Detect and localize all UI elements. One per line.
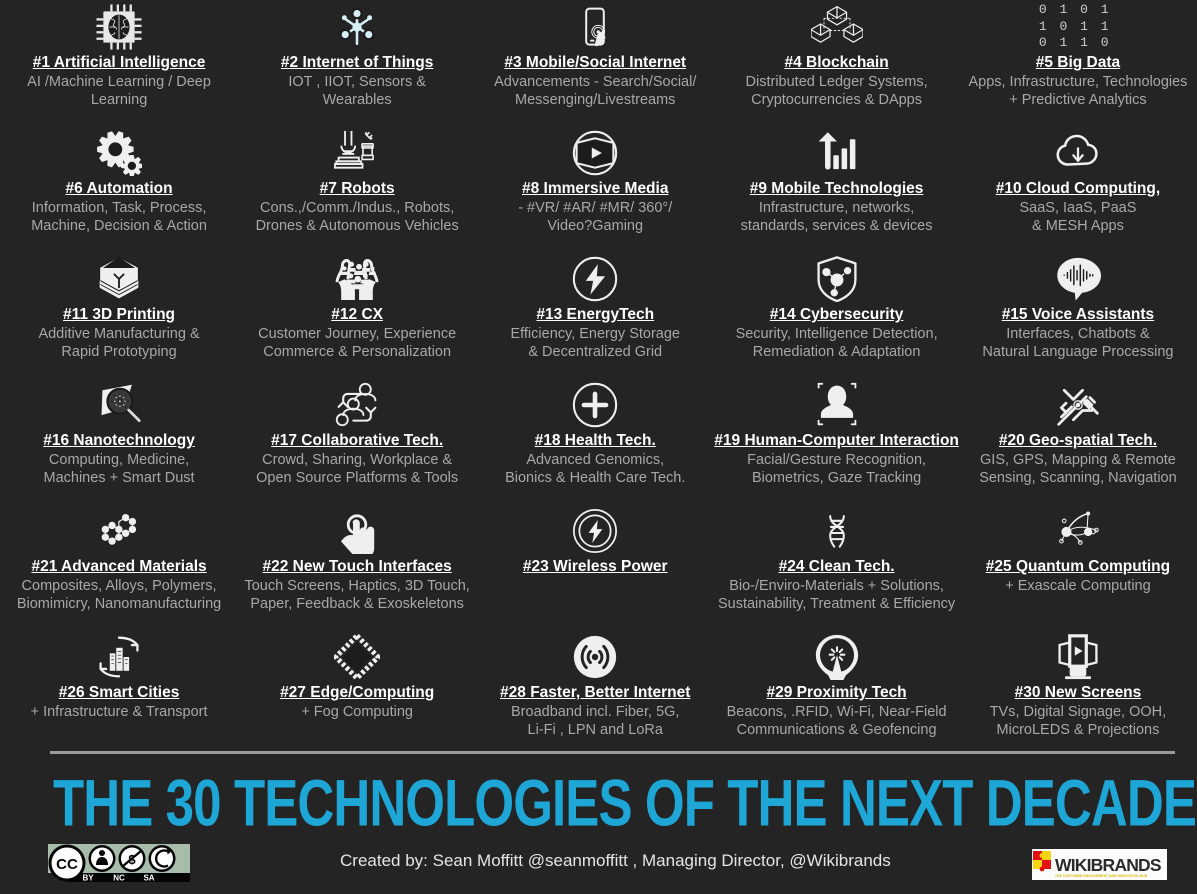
svg-text:WIKIBRANDS: WIKIBRANDS — [1055, 855, 1161, 875]
svg-text:SA: SA — [143, 874, 154, 883]
svg-text:BY: BY — [82, 874, 94, 883]
svg-text:NC: NC — [113, 874, 125, 883]
svg-text:THE CUSTOMER ENGAGEMENT AND IN: THE CUSTOMER ENGAGEMENT AND INNOVATION H… — [1055, 874, 1148, 878]
svg-text:CC: CC — [56, 856, 78, 873]
